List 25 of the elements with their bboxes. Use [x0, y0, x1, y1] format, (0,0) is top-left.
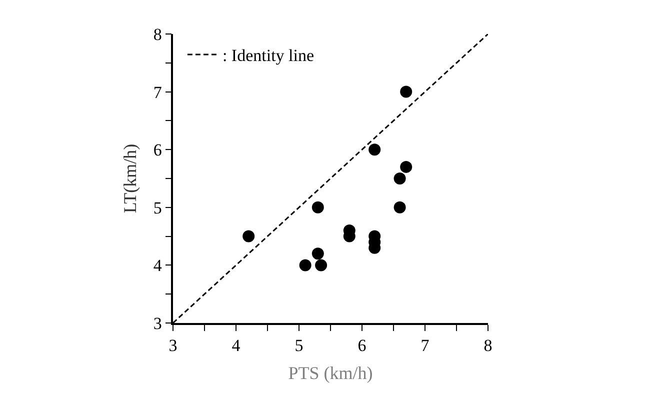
y-tick-label: 3 [153, 314, 162, 333]
x-tick-label: 5 [294, 336, 304, 356]
point [368, 144, 381, 156]
x-tick-label: 6 [358, 336, 366, 356]
y-tick-label: 5 [153, 198, 162, 218]
y-axis-title: LT(km/h) [120, 144, 140, 214]
x-tick-label: 3 [168, 336, 178, 356]
point [299, 259, 312, 272]
x-tick-label: 8 [484, 336, 492, 356]
x-tick-label: 7 [420, 336, 430, 356]
point [242, 230, 255, 242]
y-tick-label: 7 [153, 82, 162, 102]
x-tick-label: 4 [232, 336, 241, 356]
point [394, 201, 406, 214]
point [400, 86, 412, 98]
point [312, 248, 324, 260]
y-tick-label: 8 [153, 24, 162, 44]
legend-label: : Identity line [222, 46, 314, 66]
point [312, 201, 324, 214]
y-tick-label: 6 [153, 140, 162, 160]
x-axis-title: PTS (km/h) [288, 362, 373, 383]
point [400, 160, 412, 173]
point [315, 259, 328, 272]
y-tick-label: 4 [153, 256, 162, 276]
point [394, 172, 406, 184]
